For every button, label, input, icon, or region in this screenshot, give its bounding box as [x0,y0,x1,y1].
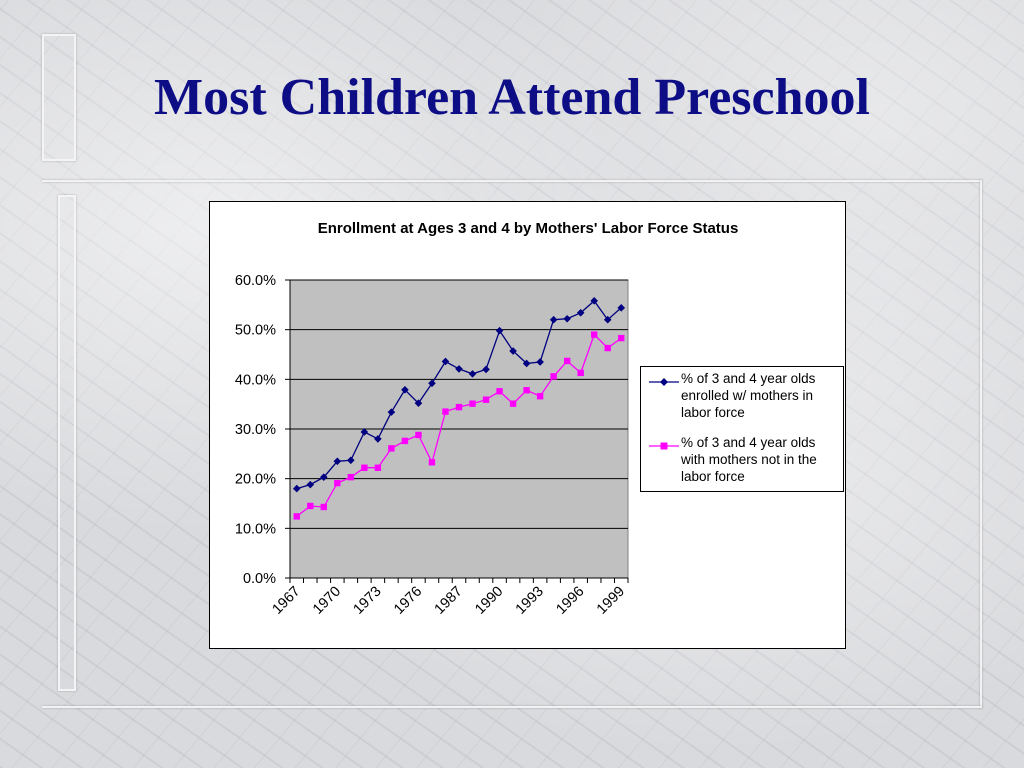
data-point-series-2 [496,388,503,395]
data-point-series-2 [293,513,300,520]
legend-label-series-2-line-3: labor force [681,469,745,484]
x-tick-label: 1973 [351,584,385,618]
x-tick-label: 1967 [269,584,303,618]
legend-label-series-2-line-2: with mothers not in the [681,452,817,467]
data-point-series-1 [536,358,544,366]
data-point-series-2 [388,445,395,452]
data-point-series-2 [374,464,382,471]
data-point-series-2 [509,400,517,407]
chart-title: Enrollment at Ages 3 and 4 by Mothers' L… [318,220,739,237]
data-point-series-1 [590,297,598,305]
data-point-series-2 [347,473,355,481]
data-point-series-1 [468,370,477,378]
legend-swatch-series-2 [649,442,679,450]
data-point-series-1 [387,408,396,416]
data-point-series-2 [563,357,571,365]
frame-left-vertical [58,195,76,691]
x-tick-label: 1993 [513,584,547,618]
data-point-series-1 [347,456,355,465]
data-point-series-1 [414,399,423,407]
data-point-series-1 [549,315,558,324]
chart-legend: % of 3 and 4 year olds enrolled w/ mothe… [640,366,844,492]
data-point-series-1 [509,347,517,355]
data-point-series-2 [320,503,327,511]
data-point-series-2 [536,393,544,400]
frame-horizontal [42,180,982,182]
data-point-series-1 [617,304,626,312]
y-tick-label: 40.0% [235,372,276,388]
data-point-series-2 [442,408,449,415]
data-point-series-1 [441,357,450,366]
y-tick-label: 30.0% [235,422,276,438]
data-point-series-2 [550,373,557,380]
x-tick-label: 1976 [391,584,425,618]
data-point-series-1 [374,435,382,443]
data-point-series-2 [591,331,598,338]
data-point-series-2 [604,344,611,352]
legend-label-series-1-line-1: % of 3 and 4 year olds [681,371,816,386]
data-point-series-1 [333,457,342,466]
data-point-series-2 [428,459,436,466]
slide-title: Most Children Attend Preschool [154,69,870,126]
y-tick-label: 0.0% [243,571,276,587]
data-point-series-2 [482,396,490,403]
data-point-series-1 [401,385,409,394]
data-point-series-2 [401,437,409,445]
data-point-series-2 [415,431,422,439]
data-point-series-1 [522,359,531,368]
y-tick-label: 60.0% [235,273,276,289]
x-tick-label: 1970 [310,584,344,618]
data-point-series-1 [428,379,436,388]
y-tick-label: 20.0% [235,472,276,488]
data-point-series-2 [618,334,625,342]
legend-label-series-2-line-1: % of 3 and 4 year olds [681,435,816,450]
x-tick-label: 1990 [472,584,506,618]
frame-top-left-vertical [42,34,76,161]
x-tick-label: 1996 [553,584,587,618]
x-tick-label: 1999 [594,584,628,618]
line-chart: Enrollment at Ages 3 and 4 by Mothers' L… [235,220,739,618]
data-point-series-2 [307,502,314,510]
x-tick-label: 1987 [432,584,466,618]
data-point-series-1 [306,480,315,489]
data-point-series-1 [603,315,612,324]
data-point-series-1 [482,365,490,374]
data-point-series-2 [334,479,341,487]
legend-label-series-1-line-3: labor force [681,405,745,420]
legend-label-series-1-line-2: enrolled w/ mothers in [681,388,814,403]
data-point-series-2 [469,400,476,407]
data-point-series-1 [495,326,504,335]
data-point-series-2 [455,403,463,411]
data-point-series-1 [576,308,585,317]
data-point-series-2 [361,464,368,471]
data-point-series-2 [523,387,530,394]
data-point-series-1 [455,365,463,373]
chart-container: Enrollment at Ages 3 and 4 by Mothers' L… [209,201,846,649]
y-tick-label: 10.0% [235,521,276,537]
data-point-series-1 [563,314,571,323]
data-point-series-2 [577,369,584,377]
frame-bottom-horizontal [42,706,982,708]
y-tick-label: 50.0% [235,323,276,339]
frame-right-vertical [980,180,982,708]
data-point-series-1 [360,428,369,436]
legend-swatch-series-1 [649,378,679,386]
